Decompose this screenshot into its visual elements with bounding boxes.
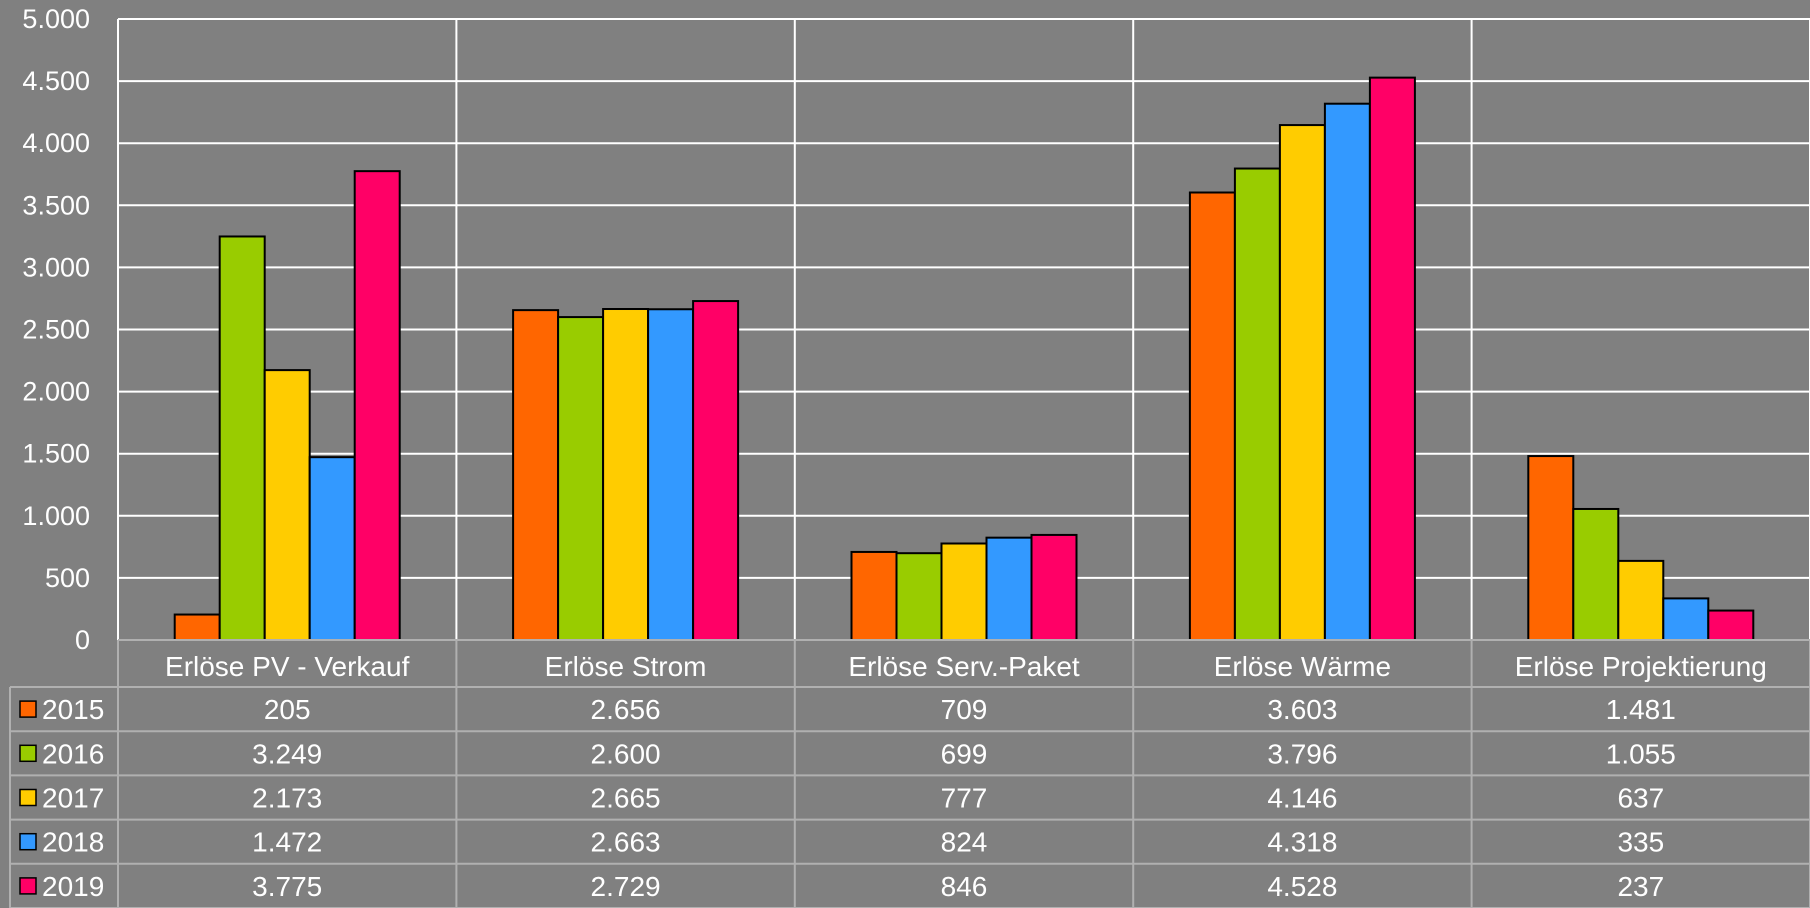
bar (1368, 76, 1416, 642)
data-label: 4.146 (1267, 783, 1337, 814)
data-label: 3.603 (1267, 694, 1337, 725)
legend-key (19, 788, 37, 807)
bar (1278, 124, 1326, 642)
series-name: 2017 (42, 783, 104, 814)
data-label: 846 (941, 871, 988, 902)
data-label: 4.528 (1267, 871, 1337, 902)
y-tick-label: 1.000 (22, 501, 90, 531)
data-label: 2.665 (591, 783, 661, 814)
series-name: 2019 (42, 871, 104, 902)
data-label: 777 (941, 783, 988, 814)
data-label: 3.796 (1267, 738, 1337, 769)
bar (1662, 597, 1710, 642)
bar (173, 613, 221, 642)
y-axis: 0 500 1.000 1.500 2.000 2.500 3.000 3.500 4.000 4… (22, 4, 90, 655)
category-label: Erlöse PV - Verkauf (165, 651, 410, 682)
bar (940, 542, 988, 641)
data-label: 2.663 (591, 827, 661, 858)
bar (218, 235, 266, 641)
data-label: 637 (1617, 783, 1664, 814)
y-tick-label: 1.500 (22, 439, 90, 469)
y-tick-label: 2.500 (22, 315, 90, 345)
bar (1572, 507, 1620, 641)
bar (850, 550, 898, 641)
bar (647, 308, 695, 641)
data-label: 2.600 (591, 738, 661, 769)
bar (1707, 609, 1755, 641)
data-label: 699 (941, 738, 988, 769)
y-tick-label: 4.500 (22, 66, 90, 96)
y-tick-label: 3.000 (22, 252, 90, 282)
bar (512, 309, 560, 641)
bar (1233, 167, 1281, 641)
bar (308, 456, 356, 642)
data-label: 2.173 (252, 783, 322, 814)
bar (353, 170, 401, 642)
bars-layer (173, 76, 1755, 642)
category-label: Erlöse Projektierung (1515, 651, 1767, 682)
data-label: 3.775 (252, 871, 322, 902)
bar (895, 552, 943, 642)
category-label: Erlöse Strom (545, 651, 707, 682)
legend-key (19, 744, 37, 763)
y-tick-label: 500 (45, 563, 90, 593)
data-label: 1.055 (1606, 738, 1676, 769)
legend-key (19, 700, 37, 718)
legend-key (19, 877, 37, 895)
bar (1030, 533, 1078, 642)
series-name: 2015 (42, 694, 104, 725)
y-tick-label: 2.000 (22, 377, 90, 407)
category-label: Erlöse Serv.-Paket (848, 651, 1080, 682)
data-table: Erlöse PV - Verkauf Erlöse Strom Erlöse Se… (9, 639, 1810, 908)
data-label: 237 (1617, 871, 1664, 902)
data-label: 4.318 (1267, 827, 1337, 858)
legend-key (19, 832, 37, 851)
bar (1188, 191, 1236, 642)
category-label: Erlöse Wärme (1214, 651, 1391, 682)
data-label: 1.481 (1606, 694, 1676, 725)
data-label: 709 (941, 694, 988, 725)
bar (263, 369, 311, 641)
data-label: 1.472 (252, 827, 322, 858)
data-label: 335 (1617, 827, 1664, 858)
data-label: 2.656 (591, 694, 661, 725)
bar (1527, 455, 1575, 642)
y-tick-label: 0 (75, 625, 90, 655)
bar (1617, 559, 1665, 641)
bar (692, 300, 740, 641)
bar (1323, 102, 1371, 641)
series-name: 2018 (42, 827, 104, 858)
y-tick-label: 5.000 (22, 4, 90, 34)
y-tick-label: 4.000 (22, 128, 90, 158)
data-label: 824 (941, 827, 988, 858)
bar (602, 308, 650, 641)
data-label: 2.729 (591, 871, 661, 902)
bar (557, 316, 605, 641)
data-label: 3.249 (252, 738, 322, 769)
series-name: 2016 (42, 738, 104, 769)
data-label: 205 (264, 694, 311, 725)
y-tick-label: 3.500 (22, 190, 90, 220)
bar (985, 536, 1033, 641)
